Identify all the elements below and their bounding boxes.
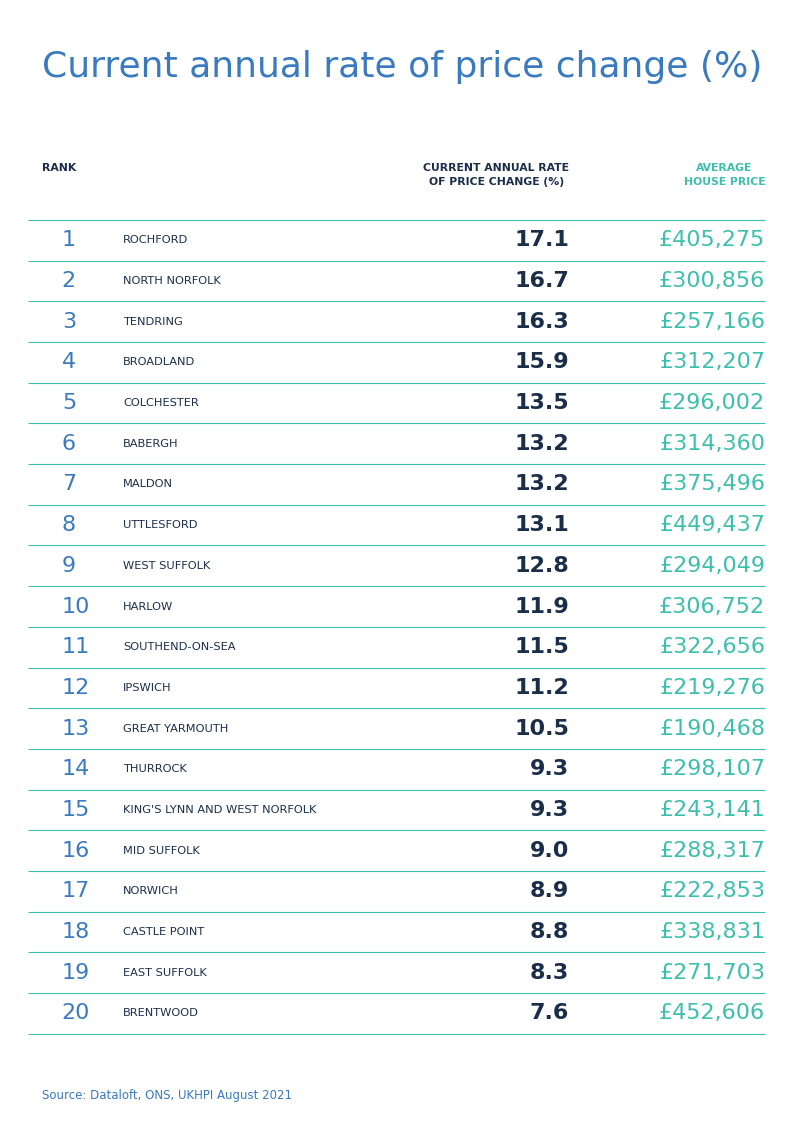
Text: 9.3: 9.3 [531,800,569,819]
Text: £314,360: £314,360 [659,434,765,454]
Text: Current annual rate of price change (%): Current annual rate of price change (%) [42,50,762,85]
Text: £338,831: £338,831 [659,923,765,942]
Text: 16.7: 16.7 [515,272,569,291]
Text: COLCHESTER: COLCHESTER [123,398,199,408]
Text: 13.1: 13.1 [515,516,569,535]
Text: BRENTWOOD: BRENTWOOD [123,1008,199,1019]
Text: £296,002: £296,002 [659,393,765,413]
Text: £322,656: £322,656 [659,637,765,657]
Text: Source: Dataloft, ONS, UKHPI August 2021: Source: Dataloft, ONS, UKHPI August 2021 [42,1090,292,1102]
Text: £306,752: £306,752 [659,597,765,617]
Text: CURRENT ANNUAL RATE
OF PRICE CHANGE (%): CURRENT ANNUAL RATE OF PRICE CHANGE (%) [423,163,569,187]
Text: £243,141: £243,141 [659,800,765,819]
Text: KING'S LYNN AND WEST NORFOLK: KING'S LYNN AND WEST NORFOLK [123,804,316,815]
Text: £375,496: £375,496 [659,474,765,494]
Text: NORTH NORFOLK: NORTH NORFOLK [123,276,220,286]
Text: 18: 18 [62,923,90,942]
Text: TENDRING: TENDRING [123,316,182,327]
Text: 19: 19 [62,963,90,982]
Text: 1: 1 [62,230,76,250]
Text: 3: 3 [62,312,76,331]
Text: 15.9: 15.9 [515,353,569,372]
Text: £300,856: £300,856 [659,272,765,291]
Text: £222,853: £222,853 [659,881,765,901]
Text: £271,703: £271,703 [659,963,765,982]
Text: £288,317: £288,317 [659,841,765,861]
Text: £190,468: £190,468 [659,719,765,738]
Text: 17: 17 [62,881,90,901]
Text: HARLOW: HARLOW [123,602,173,612]
Text: EAST SUFFOLK: EAST SUFFOLK [123,967,207,978]
Text: 10: 10 [62,597,90,617]
Text: 9.3: 9.3 [531,760,569,779]
Text: £452,606: £452,606 [659,1004,765,1023]
Text: 5: 5 [62,393,76,413]
Text: RANK: RANK [42,163,76,173]
Text: £312,207: £312,207 [659,353,765,372]
Text: 8.8: 8.8 [530,923,569,942]
Text: AVERAGE
HOUSE PRICE: AVERAGE HOUSE PRICE [684,163,765,187]
Text: NORWICH: NORWICH [123,886,178,896]
Text: 9: 9 [62,556,76,575]
Text: 6: 6 [62,434,76,454]
Text: 11: 11 [62,637,90,657]
Text: £294,049: £294,049 [659,556,765,575]
Text: 9.0: 9.0 [530,841,569,861]
Text: 16: 16 [62,841,90,861]
Text: £219,276: £219,276 [659,678,765,698]
Text: 12: 12 [62,678,90,698]
Text: 7: 7 [62,474,76,494]
Text: £257,166: £257,166 [659,312,765,331]
Text: SOUTHEND-ON-SEA: SOUTHEND-ON-SEA [123,642,236,652]
Text: 16.3: 16.3 [515,312,569,331]
Text: 4: 4 [62,353,76,372]
Text: 8.3: 8.3 [531,963,569,982]
Text: 13.2: 13.2 [515,474,569,494]
Text: IPSWICH: IPSWICH [123,683,171,693]
Text: 17.1: 17.1 [515,230,569,250]
Text: 13.2: 13.2 [515,434,569,454]
Text: £449,437: £449,437 [659,516,765,535]
Text: GREAT YARMOUTH: GREAT YARMOUTH [123,723,228,733]
Text: UTTLESFORD: UTTLESFORD [123,520,197,531]
Text: ROCHFORD: ROCHFORD [123,235,188,245]
Text: 13: 13 [62,719,90,738]
Text: 10.5: 10.5 [515,719,569,738]
Text: 13.5: 13.5 [515,393,569,413]
Text: BABERGH: BABERGH [123,439,178,449]
Text: 15: 15 [62,800,90,819]
Text: 11.2: 11.2 [515,678,569,698]
Text: CASTLE POINT: CASTLE POINT [123,927,204,937]
Text: £405,275: £405,275 [659,230,765,250]
Text: £298,107: £298,107 [659,760,765,779]
Text: THURROCK: THURROCK [123,764,186,775]
Text: 14: 14 [62,760,90,779]
Text: 11.5: 11.5 [515,637,569,657]
Text: MID SUFFOLK: MID SUFFOLK [123,846,200,856]
Text: 12.8: 12.8 [515,556,569,575]
Text: 20: 20 [62,1004,90,1023]
Text: 8: 8 [62,516,76,535]
Text: BROADLAND: BROADLAND [123,358,195,368]
Text: 11.9: 11.9 [515,597,569,617]
Text: 7.6: 7.6 [530,1004,569,1023]
Text: WEST SUFFOLK: WEST SUFFOLK [123,560,210,571]
Text: MALDON: MALDON [123,479,173,489]
Text: 2: 2 [62,272,76,291]
Text: 8.9: 8.9 [531,881,569,901]
